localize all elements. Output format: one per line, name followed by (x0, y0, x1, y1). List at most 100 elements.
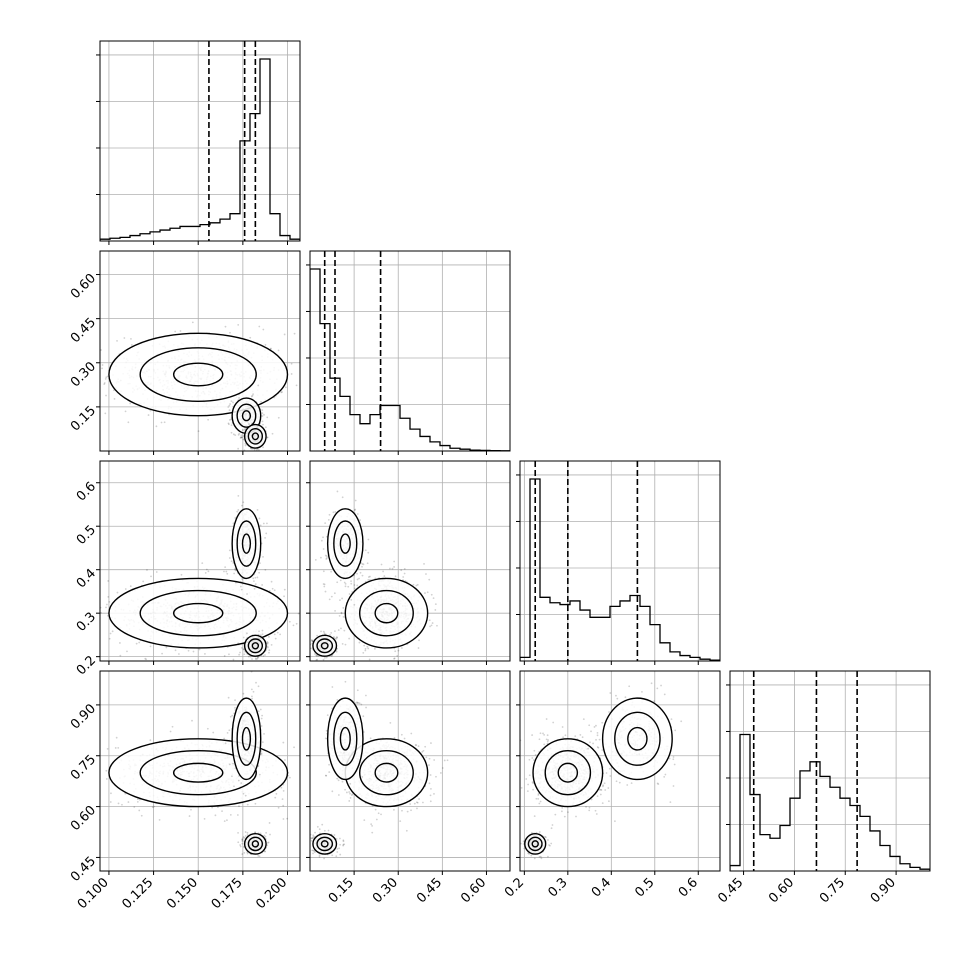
sample-point (247, 655, 250, 658)
sample-point (228, 763, 231, 766)
sample-point (334, 637, 337, 640)
sample-point (353, 509, 356, 512)
sample-point (259, 524, 262, 527)
sample-point (178, 653, 180, 655)
sample-point (204, 653, 206, 655)
sample-point (104, 378, 107, 380)
sample-point (191, 719, 193, 722)
sample-point (223, 570, 225, 573)
panel-2-1 (306, 460, 511, 665)
sample-point (229, 403, 232, 405)
sample-point (149, 739, 152, 742)
sample-point (230, 418, 233, 421)
sample-point (138, 798, 141, 801)
sample-point (356, 578, 359, 581)
y-tick-label-1-3: 0.60 (68, 271, 99, 302)
sample-point (266, 641, 269, 643)
sample-point (267, 646, 269, 649)
sample-point (354, 499, 357, 502)
scatter-2-0 (100, 494, 300, 661)
sample-point (334, 511, 337, 513)
sample-point (373, 647, 376, 650)
sample-point (280, 786, 283, 789)
sample-point (434, 603, 437, 606)
sample-point (262, 555, 264, 558)
contour-0-0 (108, 577, 289, 649)
sample-point (121, 803, 123, 806)
sample-point (252, 393, 255, 396)
sample-point (138, 641, 141, 644)
sample-point (266, 436, 269, 439)
sample-point (253, 587, 256, 590)
sample-point (391, 567, 394, 570)
sample-point (236, 510, 239, 513)
sample-point (253, 448, 256, 451)
y-tick-label-2-2: 0.4 (74, 566, 99, 591)
sample-point (241, 582, 244, 585)
sample-point (261, 409, 264, 412)
sample-point (330, 631, 333, 634)
sample-point (130, 337, 132, 340)
sample-point (240, 436, 243, 439)
sample-point (343, 581, 346, 584)
sample-point (301, 370, 303, 372)
sample-point (380, 563, 383, 566)
sample-point (234, 517, 237, 519)
sample-point (229, 813, 232, 816)
sample-point (226, 731, 229, 734)
sample-point (263, 413, 265, 416)
sample-point (225, 570, 228, 573)
sample-point (347, 585, 350, 588)
sample-point (362, 563, 365, 566)
sample-point (332, 346, 334, 348)
sample-point (237, 433, 240, 436)
sample-point (240, 436, 243, 439)
sample-point (258, 517, 261, 520)
sample-point (266, 522, 268, 525)
sample-point (263, 732, 265, 735)
sample-point (340, 611, 343, 614)
sample-point (336, 636, 339, 639)
contour-1-2 (339, 533, 351, 554)
sample-point (343, 629, 346, 632)
panel-frame-1-0 (99, 250, 301, 452)
sample-point (350, 598, 353, 601)
sample-point (251, 422, 254, 425)
sample-point (103, 382, 106, 384)
sample-point (224, 325, 227, 328)
sample-point (114, 747, 117, 749)
sample-point (233, 785, 235, 788)
sample-point (87, 391, 89, 393)
sample-point (262, 423, 264, 426)
sample-point (356, 513, 359, 515)
panel-frame-2-0 (99, 460, 301, 662)
sample-point (255, 449, 258, 451)
sample-point (295, 384, 298, 387)
contour-2-1 (247, 427, 264, 445)
sample-point (153, 805, 155, 808)
sample-point (328, 513, 331, 516)
sample-point (124, 410, 127, 413)
sample-point (81, 783, 83, 785)
sample-point (279, 633, 282, 636)
sample-point (330, 655, 333, 657)
sample-point (240, 646, 243, 649)
sample-point (363, 644, 366, 647)
sample-point (146, 569, 148, 571)
sample-point (361, 563, 364, 565)
scatter-3-0 (81, 671, 295, 858)
sample-point (271, 587, 274, 590)
sample-point (237, 509, 240, 511)
sample-point (286, 817, 289, 820)
sample-point (207, 570, 210, 573)
sample-point (353, 603, 356, 606)
sample-point (118, 642, 121, 644)
sample-point (266, 645, 269, 648)
sample-point (324, 522, 327, 525)
sample-point (261, 412, 264, 415)
sample-point (325, 656, 328, 659)
sample-point (342, 607, 345, 609)
sample-point (283, 588, 286, 591)
sample-point (254, 802, 257, 805)
sample-point (237, 494, 240, 497)
